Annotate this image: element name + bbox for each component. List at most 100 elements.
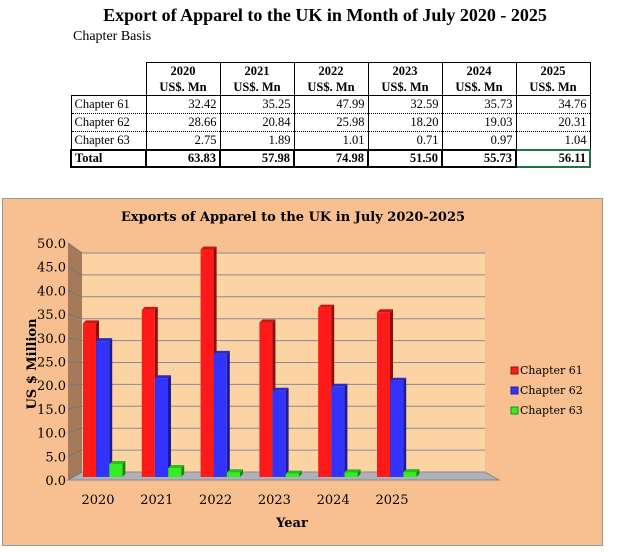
legend-label: Chapter 63 [520, 404, 583, 417]
bar-top [272, 387, 289, 391]
gridline-side [67, 427, 83, 434]
total-value[interactable]: 56.11 [515, 149, 591, 168]
header-year: 2020 [145, 62, 221, 79]
x-tick-label: 2024 [317, 493, 350, 508]
bar-top [331, 383, 348, 387]
cell-value: 20.84 [219, 113, 295, 132]
gridline-side [67, 337, 83, 342]
bar-chapter-63-2022 [227, 472, 240, 477]
bar-top [344, 469, 361, 473]
bar-top [377, 309, 393, 313]
total-value: 57.98 [219, 149, 295, 168]
table-row: Chapter 63 2.75 1.89 1.01 0.71 0.97 1.04 [70, 131, 591, 151]
x-tick-label: 2021 [140, 493, 173, 508]
cell-value: 1.04 [515, 131, 591, 151]
row-label: Chapter 63 [70, 131, 147, 151]
bar-chapter-62-2025 [390, 380, 404, 477]
bar-chapter-63-2020 [109, 463, 123, 477]
gridline-side [67, 313, 83, 320]
y-tick-label: 10.0 [37, 427, 66, 442]
total-value: 55.73 [441, 149, 517, 168]
cell-value: 1.89 [219, 131, 295, 151]
table-header-years: 2020 2021 2022 2023 2024 2025 [71, 62, 591, 79]
cell-value: 35.73 [441, 95, 517, 114]
y-tick-label: 5.0 [45, 450, 66, 465]
y-tick-label: 45.0 [37, 261, 66, 276]
chart-title: Exports of Apparel to the UK in July 202… [121, 210, 465, 225]
bar-chapter-63-2021 [168, 468, 182, 477]
bar-top [285, 470, 302, 474]
bar-chapter-61-2024 [318, 307, 332, 477]
bar-chart: 0.0 5.0 10.0 15.0 20.0 25.0 30.0 35.0 40.0 45.0 50… [25, 210, 583, 531]
total-value: 51.50 [367, 149, 443, 168]
header-year: 2021 [219, 62, 295, 79]
x-tick-label: 2025 [375, 493, 408, 508]
total-label: Total [70, 149, 147, 168]
bar-top [390, 377, 407, 381]
cell-value: 32.59 [367, 95, 443, 114]
table-header-units: US$. Mn US$. Mn US$. Mn US$. Mn US$. Mn … [71, 79, 591, 96]
bar-chapter-62-2024 [331, 386, 345, 477]
header-blank [71, 79, 146, 96]
bar-top [403, 469, 420, 473]
y-tick-label: 15.0 [37, 403, 66, 418]
cell-value: 20.31 [515, 113, 591, 132]
header-year: 2022 [293, 62, 369, 79]
bar-side [403, 377, 407, 477]
x-tick-label: 2022 [199, 493, 232, 508]
cell-value: 47.99 [293, 95, 369, 114]
bar-side [357, 469, 361, 477]
y-tick-label: 0.0 [45, 474, 66, 489]
x-tick-label: 2023 [258, 493, 291, 508]
bar-chapter-63-2023 [285, 473, 299, 477]
cell-value: 1.01 [293, 131, 369, 151]
gridline-side [67, 383, 83, 386]
x-axis-title: Year [275, 516, 308, 531]
y-axis-title: US $ Million [25, 318, 40, 410]
header-unit: US$. Mn [441, 79, 517, 96]
chart-area: 0.0 5.0 10.0 15.0 20.0 25.0 30.0 35.0 40.0 45.0 50… [2, 198, 603, 546]
header-unit: US$. Mn [219, 79, 295, 96]
cell-value: 28.66 [145, 113, 221, 132]
y-tick-label: 20.0 [37, 379, 66, 394]
header-unit: US$. Mn [515, 79, 591, 96]
header-unit: US$. Mn [367, 79, 443, 96]
bar-chapter-63-2025 [403, 472, 417, 477]
table-row: Chapter 62 28.66 20.84 25.98 18.20 19.03 20.31 [70, 113, 591, 132]
header-unit: US$. Mn [293, 79, 369, 96]
bar-top [200, 246, 217, 250]
row-label: Chapter 61 [70, 95, 147, 114]
bar-side [109, 338, 113, 477]
export-table: 2020 2021 2022 2023 2024 2025 US$. Mn US… [70, 62, 591, 168]
y-tick-label: 30.0 [37, 332, 66, 347]
bar-side [285, 387, 289, 477]
bar-top [141, 306, 158, 310]
bar-top [83, 320, 99, 324]
total-value: 74.98 [293, 149, 369, 168]
cell-value: 18.20 [367, 113, 443, 132]
bar-side [416, 469, 420, 477]
gridline-side [67, 242, 83, 254]
y-tick-label: 50.0 [37, 237, 66, 252]
bar-top [213, 350, 230, 354]
y-tick-label: 25.0 [37, 356, 66, 371]
bar-chapter-62-2022 [213, 353, 227, 477]
legend-swatch [510, 366, 519, 375]
bar-side [298, 470, 302, 477]
gridline-side [67, 471, 83, 481]
bar-chapter-63-2024 [344, 472, 358, 477]
cell-value: 0.97 [441, 131, 517, 151]
cell-value: 34.76 [515, 95, 591, 114]
bar-side [240, 469, 243, 477]
bar-chapter-62-2020 [96, 341, 110, 477]
y-tick-label: 40.0 [37, 284, 66, 299]
cell-value: 2.75 [145, 131, 221, 151]
legend-swatch [510, 406, 519, 415]
page-title: Export of Apparel to the UK in Month of … [103, 5, 547, 25]
gridline-side [67, 405, 83, 410]
header-unit: US$. Mn [145, 79, 221, 96]
bar-side [344, 383, 348, 477]
bar-top [155, 375, 171, 379]
bar-top [96, 338, 113, 342]
legend-label: Chapter 61 [520, 364, 583, 377]
